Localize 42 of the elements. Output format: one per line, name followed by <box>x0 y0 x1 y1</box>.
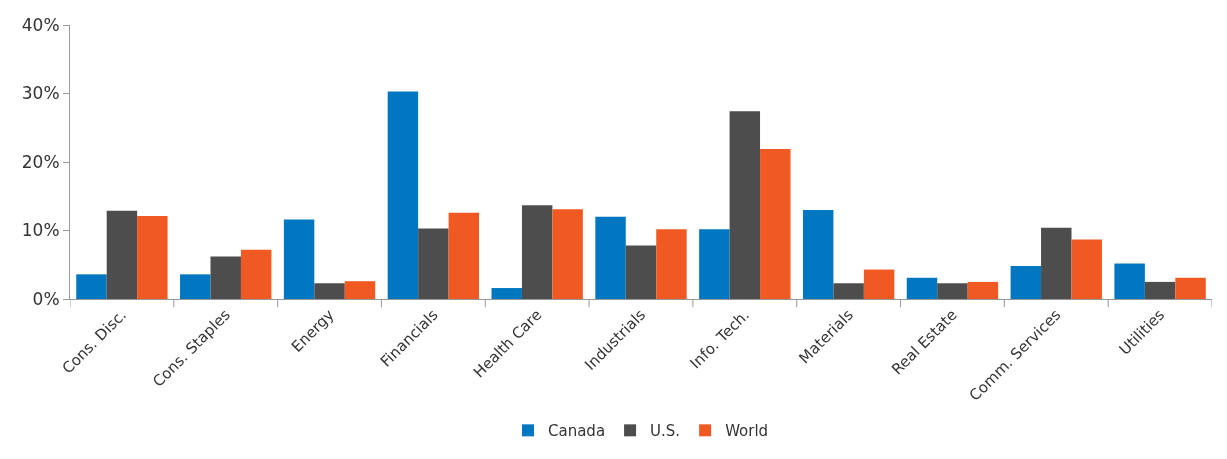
x-tick-label: Info. Tech. <box>686 305 753 373</box>
bar <box>625 245 657 299</box>
bar <box>937 283 968 299</box>
bar <box>967 281 999 299</box>
bar <box>863 269 895 299</box>
bar <box>906 277 938 299</box>
y-tick-label: 40% <box>21 14 60 35</box>
bar <box>180 274 211 299</box>
legend-label: Canada <box>548 422 606 441</box>
bar <box>344 281 376 299</box>
bar <box>595 216 626 299</box>
bar <box>1071 239 1102 299</box>
bar <box>699 229 730 299</box>
y-tick-label: 10% <box>21 220 60 241</box>
bar <box>1175 277 1206 299</box>
bar <box>760 148 791 299</box>
bar <box>76 274 107 299</box>
legend-label: U.S. <box>650 422 681 441</box>
bar <box>1041 227 1072 299</box>
bar <box>656 229 687 299</box>
bar <box>240 249 272 299</box>
bar <box>802 209 834 299</box>
bar <box>491 288 522 299</box>
bar <box>137 216 168 299</box>
bar <box>210 256 241 299</box>
bar <box>833 283 864 299</box>
bar <box>418 228 449 299</box>
y-tick-label: 0% <box>32 288 60 309</box>
bar <box>106 210 138 299</box>
bar <box>387 91 419 299</box>
bar <box>729 111 761 299</box>
legend-label: World <box>725 422 769 441</box>
bar <box>448 212 480 299</box>
bar <box>1010 266 1042 299</box>
bar <box>552 209 583 299</box>
y-tick-label: 30% <box>21 83 60 104</box>
bar <box>1114 263 1145 299</box>
bar <box>1144 281 1176 299</box>
bar <box>283 219 315 299</box>
bar <box>521 205 553 299</box>
bar <box>314 283 345 299</box>
y-tick-label: 20% <box>21 151 60 172</box>
